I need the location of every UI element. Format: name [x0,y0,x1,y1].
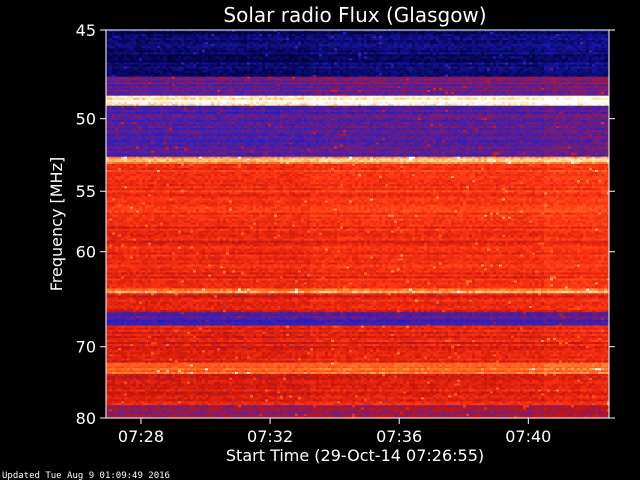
chart-title: Solar radio Flux (Glasgow) [223,3,486,27]
heatmap-cells [106,30,609,419]
plot-area [106,30,609,419]
